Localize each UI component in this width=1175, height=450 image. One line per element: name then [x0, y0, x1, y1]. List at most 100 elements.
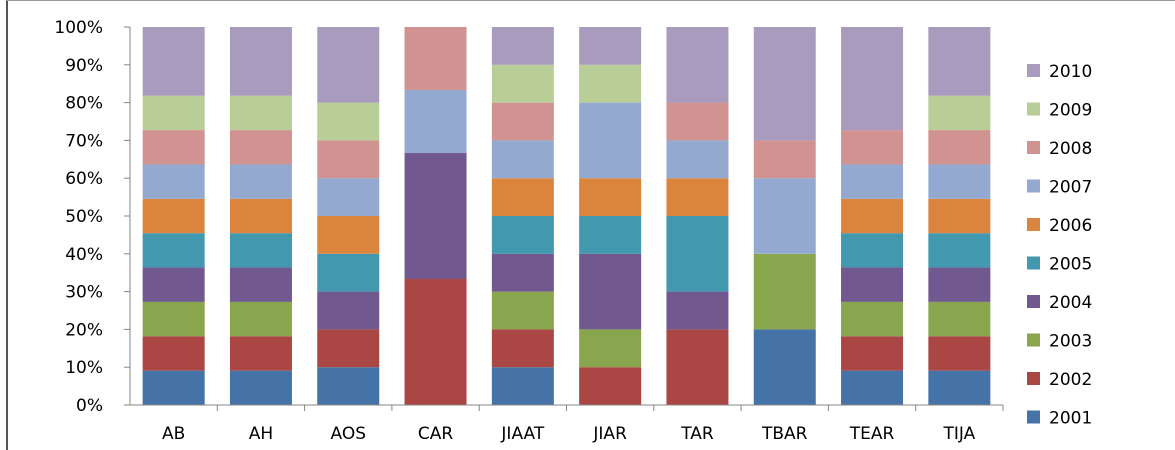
bar-segment-2001-TEAR [841, 370, 904, 405]
legend-label-2005: 2005 [1049, 255, 1092, 275]
bar-segment-2006-TIJA [928, 198, 991, 234]
y-tick-label: 90% [65, 56, 103, 76]
legend-swatch-2007 [1027, 179, 1040, 193]
legend-label-2009: 2009 [1049, 101, 1092, 121]
bar-segment-2010-TIJA [928, 27, 991, 96]
y-tick-label: 70% [65, 131, 103, 151]
x-tick-label: TBAR [761, 424, 808, 444]
bar-segment-2003-JIAAT [491, 291, 554, 330]
bar-segment-2003-TBAR [753, 253, 816, 330]
bar-segment-2007-TIJA [928, 164, 991, 199]
bar-segment-2009-AH [229, 95, 292, 131]
bar-segment-2004-AH [229, 267, 292, 302]
bar-segment-2008-TBAR [753, 140, 816, 179]
bar-segment-2008-AOS [317, 140, 380, 179]
bar-segment-2003-JIAR [579, 329, 642, 368]
bar-segment-2010-JIAAT [491, 27, 554, 65]
bar-segment-2001-JIAAT [491, 367, 554, 405]
y-tick-label: 30% [65, 283, 103, 303]
bar-segment-2002-TEAR [841, 336, 904, 371]
bar-segment-2007-JIAR [579, 102, 642, 179]
bar-segment-2009-JIAAT [491, 64, 554, 103]
bar-segment-2007-TEAR [841, 164, 904, 199]
bar-segment-2010-TAR [666, 27, 729, 103]
bar-segment-2001-TIJA [928, 370, 991, 405]
legend-swatch-2008 [1027, 141, 1040, 154]
bar-segment-2003-TIJA [928, 301, 991, 337]
bar-segment-2007-CAR [404, 90, 467, 154]
bar-segment-2002-TIJA [928, 336, 991, 371]
bar-segment-2004-JIAAT [491, 253, 554, 292]
bar-segment-2009-AB [142, 95, 205, 131]
bar-segment-2004-CAR [404, 153, 467, 280]
x-tick-label: TAR [680, 424, 714, 444]
bar-segment-2005-AOS [317, 253, 380, 292]
bar-segment-2003-AH [229, 301, 292, 337]
legend-swatch-2003 [1027, 333, 1040, 347]
bar-segment-2006-AOS [317, 216, 380, 254]
bar-segment-2001-AOS [317, 367, 380, 405]
bar-segment-2005-AB [142, 233, 205, 268]
x-tick-label: JIAR [592, 424, 627, 444]
bar-segment-2005-JIAAT [491, 216, 554, 254]
bar-segment-2004-AOS [317, 291, 380, 330]
legend-swatch-2009 [1027, 102, 1040, 116]
bar-segment-2008-TEAR [841, 130, 904, 165]
y-tick-label: 60% [65, 169, 103, 189]
bar-segment-2004-TAR [666, 291, 729, 330]
bar-segment-2006-JIAAT [491, 178, 554, 216]
x-tick-label: TEAR [849, 424, 895, 444]
y-tick-label: 50% [65, 207, 103, 227]
page-border-top [6, 0, 1175, 1]
y-tick-label: 100% [54, 18, 103, 38]
bar-segment-2004-TIJA [928, 267, 991, 302]
bar-segment-2006-JIAR [579, 178, 642, 216]
bar-segment-2009-AOS [317, 102, 380, 141]
bar-segment-2007-TBAR [753, 178, 816, 254]
bar-segment-2008-TAR [666, 102, 729, 141]
y-tick-label: 0% [76, 396, 103, 416]
bar-segment-2002-AB [142, 336, 205, 371]
x-tick-label: AB [162, 424, 185, 444]
legend-swatch-2001 [1027, 410, 1040, 424]
bar-segment-2008-AH [229, 130, 292, 165]
bar-segment-2005-JIAR [579, 216, 642, 254]
legend-swatch-2002 [1027, 372, 1040, 385]
bar-segment-2002-JIAAT [491, 329, 554, 368]
y-tick-label: 40% [65, 245, 103, 265]
bar-segment-2001-AH [229, 370, 292, 405]
legend-label-2001: 2001 [1049, 409, 1092, 429]
bar-segment-2009-JIAR [579, 64, 642, 103]
bar-segment-2008-CAR [404, 27, 467, 91]
bar-segment-2008-TIJA [928, 130, 991, 165]
legend-label-2006: 2006 [1049, 216, 1092, 236]
axes [124, 26, 1004, 411]
legend-label-2010: 2010 [1049, 62, 1092, 82]
page-border-left [6, 0, 8, 450]
bar-segment-2003-AB [142, 301, 205, 337]
bar-segment-2008-JIAAT [491, 102, 554, 141]
x-tick-label: TIJA [942, 424, 975, 444]
bar-segment-2007-AB [142, 164, 205, 199]
x-tick-label: AH [249, 424, 273, 444]
bar-segment-2005-TIJA [928, 233, 991, 268]
bar-segment-2004-JIAR [579, 253, 642, 330]
bar-segment-2002-TAR [666, 329, 729, 405]
bar-segment-2006-TEAR [841, 198, 904, 234]
bar-segment-2001-AB [142, 370, 205, 405]
bars [142, 27, 991, 405]
legend-label-2003: 2003 [1049, 332, 1092, 352]
bar-segment-2010-TEAR [841, 27, 904, 131]
bar-segment-2002-JIAR [579, 367, 642, 405]
bar-segment-2006-AH [229, 198, 292, 234]
legend-swatch-2006 [1027, 218, 1040, 231]
bar-segment-2002-AH [229, 336, 292, 371]
y-tick-label: 20% [65, 320, 103, 340]
bar-segment-2008-AB [142, 130, 205, 165]
x-tick-label: AOS [330, 424, 366, 444]
legend: 2010 2009 2008 2007 2006 2005 2004 2003 2002 2001 [1027, 62, 1092, 429]
x-tick-label: JIAAT [500, 424, 544, 444]
bar-segment-2002-CAR [404, 279, 467, 405]
bar-segment-2010-AB [142, 27, 205, 96]
